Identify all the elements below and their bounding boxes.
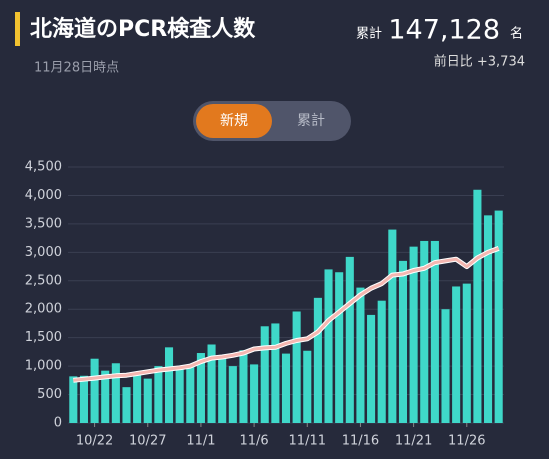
moving-average-line <box>73 246 500 382</box>
bar <box>367 314 376 423</box>
y-tick-label: 4,500 <box>25 160 62 175</box>
y-tick-label: 1,000 <box>25 359 62 374</box>
total-label: 累計 <box>356 26 382 42</box>
y-tick-label: 2,000 <box>25 302 62 317</box>
date: 11月28日時点 <box>34 61 119 76</box>
bar <box>186 366 195 423</box>
y-tick-label: 1,500 <box>25 330 62 345</box>
title-accent <box>15 12 20 46</box>
bar <box>398 260 408 423</box>
bar <box>484 215 493 423</box>
bar <box>356 287 365 423</box>
plot: 0 500 1,000 1,500 2,000 2,500 3,000 3,500 4,000 4… <box>25 160 504 449</box>
y-tick-label: 4,000 <box>25 188 62 203</box>
bar <box>260 326 269 423</box>
bar <box>133 372 142 423</box>
bar <box>239 350 248 423</box>
x-tick-label: 11/26 <box>448 434 485 449</box>
bar <box>324 269 333 423</box>
bar <box>90 358 99 423</box>
bar <box>154 366 163 423</box>
bar <box>430 240 439 423</box>
x-tick-label: 10/22 <box>76 434 113 449</box>
bar <box>377 300 386 423</box>
bar <box>494 210 503 423</box>
bar <box>218 357 227 423</box>
bar <box>462 283 471 423</box>
bar <box>228 366 237 423</box>
bar <box>79 375 88 423</box>
toggle-active[interactable] <box>196 104 272 138</box>
bar <box>345 256 354 423</box>
x-tick-label: 11/1 <box>186 434 215 449</box>
y-tick-label: 3,000 <box>25 245 62 260</box>
bar <box>196 353 205 423</box>
bar <box>122 387 131 423</box>
toggle-option[interactable]: 新規 <box>220 113 248 129</box>
bar <box>335 272 344 423</box>
title: 北海道のPCR検査人数 <box>30 16 256 42</box>
bar <box>303 350 312 423</box>
bar <box>420 240 429 423</box>
bar <box>175 368 184 423</box>
x-tick-label: 11/21 <box>395 434 432 449</box>
y-tick-label: 2,500 <box>25 273 62 288</box>
unit: 名 <box>510 26 523 42</box>
bar <box>271 323 280 423</box>
bar <box>101 370 110 423</box>
x-tick-label: 11/11 <box>289 434 326 449</box>
x-tick-label: 10/27 <box>129 434 166 449</box>
bar <box>292 311 301 423</box>
bar <box>250 364 259 423</box>
y-tick-label: 0 <box>54 416 62 431</box>
change: 前日比 +3,734 <box>434 54 525 70</box>
total-value: 147,128 <box>388 15 500 46</box>
bar <box>207 344 216 423</box>
bar <box>69 376 78 423</box>
x-tick-label: 11/6 <box>239 434 268 449</box>
bar <box>388 229 397 423</box>
x-tick-label: 11/16 <box>342 434 379 449</box>
bar <box>452 286 461 423</box>
bar <box>164 347 174 423</box>
bar <box>281 353 291 423</box>
toggle-option[interactable]: 累計 <box>297 113 325 129</box>
bar <box>313 297 322 423</box>
bar <box>409 246 418 423</box>
bar <box>111 363 120 423</box>
bar <box>143 378 152 423</box>
bar <box>473 189 482 423</box>
y-tick-label: 500 <box>37 387 62 402</box>
y-tick-label: 3,500 <box>25 216 62 231</box>
bar <box>441 309 450 423</box>
